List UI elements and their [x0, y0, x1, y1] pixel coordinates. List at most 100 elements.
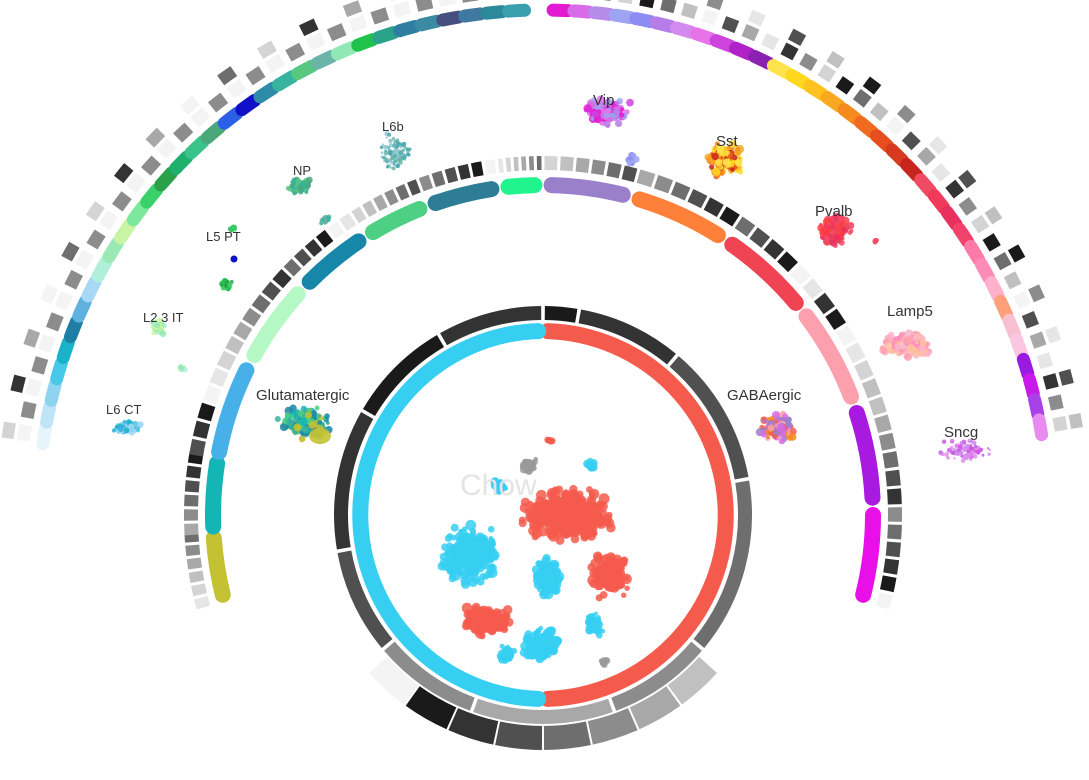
class-gray-segment: [407, 179, 421, 196]
cluster-segment[interactable]: [1016, 352, 1035, 381]
root-ring[interactable]: [334, 306, 752, 750]
cluster-segment[interactable]: [253, 81, 280, 104]
cluster-segment[interactable]: [729, 41, 756, 61]
class-segment-serpinf1[interactable]: [855, 507, 881, 603]
cluster-segment[interactable]: [854, 115, 879, 139]
cluster-segment[interactable]: [40, 399, 57, 429]
class-gray-segment: [670, 181, 691, 201]
class-segment-np[interactable]: [365, 201, 428, 241]
cluster-segment[interactable]: [102, 236, 124, 264]
cluster-segment[interactable]: [140, 183, 164, 209]
class-segment-vip[interactable]: [543, 177, 631, 203]
cluster-segment[interactable]: [480, 5, 509, 20]
cluster-segment[interactable]: [885, 143, 909, 167]
class-gray-segment: [327, 221, 345, 240]
class-gray-segment: [185, 544, 201, 557]
cluster-segment[interactable]: [974, 257, 996, 284]
root-cluster-gabaergic-pvalb: [461, 602, 514, 640]
cluster-segment[interactable]: [820, 91, 846, 113]
class-segment-l6-it[interactable]: [205, 455, 226, 535]
cluster-segment[interactable]: [56, 336, 75, 365]
cluster-segment[interactable]: [870, 129, 895, 153]
cluster-segment[interactable]: [458, 7, 487, 23]
class-segment-pvalb[interactable]: [724, 236, 804, 311]
cluster-segment[interactable]: [984, 276, 1005, 303]
cluster-segment[interactable]: [169, 150, 194, 175]
class-segment-sncg[interactable]: [848, 405, 881, 506]
class-segment-sst[interactable]: [631, 191, 726, 244]
cluster-segment[interactable]: [1002, 313, 1022, 341]
class-segment-l6-ct[interactable]: [205, 530, 231, 603]
cluster-ring[interactable]: [1, 0, 1083, 451]
cluster-segment[interactable]: [964, 240, 985, 266]
class-gray-segment: [591, 159, 606, 176]
cluster-segment[interactable]: [748, 50, 775, 70]
cluster-segment[interactable]: [36, 421, 52, 451]
cluster-segment[interactable]: [393, 20, 422, 38]
cluster-segment[interactable]: [1010, 333, 1029, 361]
cluster-segment[interactable]: [1032, 413, 1049, 442]
cluster-segment[interactable]: [1028, 393, 1045, 421]
cluster-segment[interactable]: [414, 14, 444, 32]
cluster-segment[interactable]: [785, 69, 812, 90]
class-segment-l5-it[interactable]: [211, 362, 255, 460]
cluster-segment[interactable]: [900, 158, 924, 182]
class-ring[interactable]: [183, 156, 902, 610]
cluster-segment[interactable]: [670, 21, 698, 39]
cluster-segment[interactable]: [803, 79, 829, 101]
cluster-segment[interactable]: [546, 3, 575, 18]
cluster-segment[interactable]: [372, 26, 401, 44]
cluster-segment[interactable]: [91, 255, 113, 283]
cluster-segment[interactable]: [81, 275, 102, 303]
cluster-segment[interactable]: [44, 378, 62, 407]
cluster-segment[interactable]: [994, 294, 1014, 322]
class-segment-lamp5[interactable]: [798, 308, 860, 405]
cluster-segment[interactable]: [310, 49, 339, 70]
cluster-segment[interactable]: [690, 27, 718, 46]
cluster-segment[interactable]: [50, 357, 68, 386]
cluster-segment[interactable]: [330, 41, 359, 61]
class-segment-l6b[interactable]: [427, 181, 500, 211]
cluster-gray-segment: [1047, 394, 1064, 411]
cluster-segment[interactable]: [940, 205, 963, 231]
cluster-segment[interactable]: [200, 120, 226, 145]
cluster-segment[interactable]: [567, 4, 596, 19]
cluster-segment[interactable]: [126, 200, 150, 227]
class-segment-l6-it-car3[interactable]: [500, 177, 543, 195]
cluster-segment[interactable]: [927, 189, 951, 214]
cluster-segment[interactable]: [184, 135, 210, 160]
cluster-segment[interactable]: [914, 173, 937, 198]
cluster-segment[interactable]: [217, 106, 244, 130]
cluster-segment[interactable]: [154, 166, 178, 192]
cluster-gray-segment-outer: [984, 206, 1003, 225]
cluster-segment[interactable]: [351, 33, 380, 52]
cluster-gray-segment: [305, 32, 326, 51]
cluster-segment[interactable]: [588, 6, 617, 21]
cluster-segment[interactable]: [837, 103, 863, 126]
class-gray-segment: [749, 227, 771, 248]
cluster-segment[interactable]: [1023, 372, 1040, 401]
cluster-segment[interactable]: [952, 222, 975, 248]
cluster-segment[interactable]: [649, 16, 678, 33]
root-cluster-glut-2: [531, 553, 565, 600]
cluster-segment[interactable]: [766, 59, 794, 80]
cluster-segment[interactable]: [114, 218, 137, 245]
cluster-segment[interactable]: [272, 70, 299, 92]
class-segment-l5-pt[interactable]: [301, 233, 367, 290]
root-segment-gabaergic[interactable]: [539, 323, 734, 707]
cluster-segment[interactable]: [64, 315, 83, 344]
cluster-segment[interactable]: [502, 3, 531, 18]
cluster-segment[interactable]: [436, 10, 465, 27]
cluster-segment[interactable]: [291, 59, 319, 81]
cluster-segment[interactable]: [608, 8, 637, 25]
cluster-segment[interactable]: [72, 295, 92, 323]
class-segment-l2-3-it[interactable]: [246, 286, 306, 363]
cluster-segment[interactable]: [709, 34, 737, 53]
root-segment-glutamatergic[interactable]: [352, 323, 547, 707]
cluster-label-l6b: L6b: [382, 119, 404, 134]
cluster-segment[interactable]: [629, 12, 658, 29]
cluster-segment[interactable]: [235, 93, 262, 117]
class-gray-segment: [802, 278, 823, 300]
root-gray-segment: [473, 698, 613, 724]
